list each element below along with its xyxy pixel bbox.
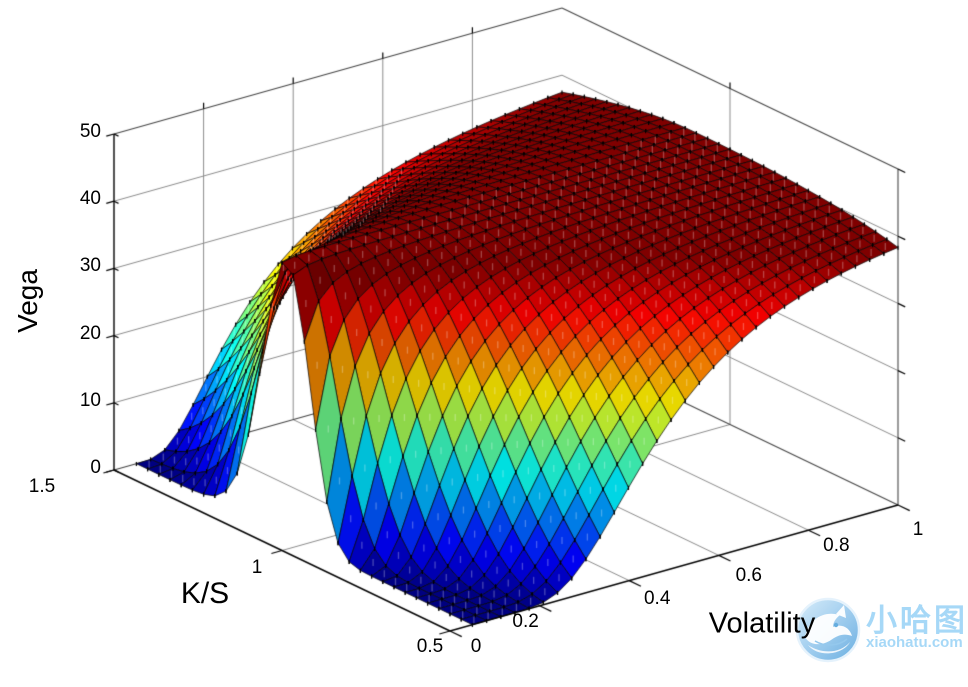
z-axis-label: Vega (12, 269, 43, 333)
husky-logo-icon (795, 597, 861, 663)
x-axis-label: Volatility (708, 607, 816, 640)
watermark: 小哈图 xiaohatu.com (795, 595, 968, 665)
watermark-brand: 小哈图 (866, 603, 968, 638)
watermark-url: xiaohatu.com (866, 634, 963, 651)
y-axis-label: K/S (180, 577, 230, 610)
